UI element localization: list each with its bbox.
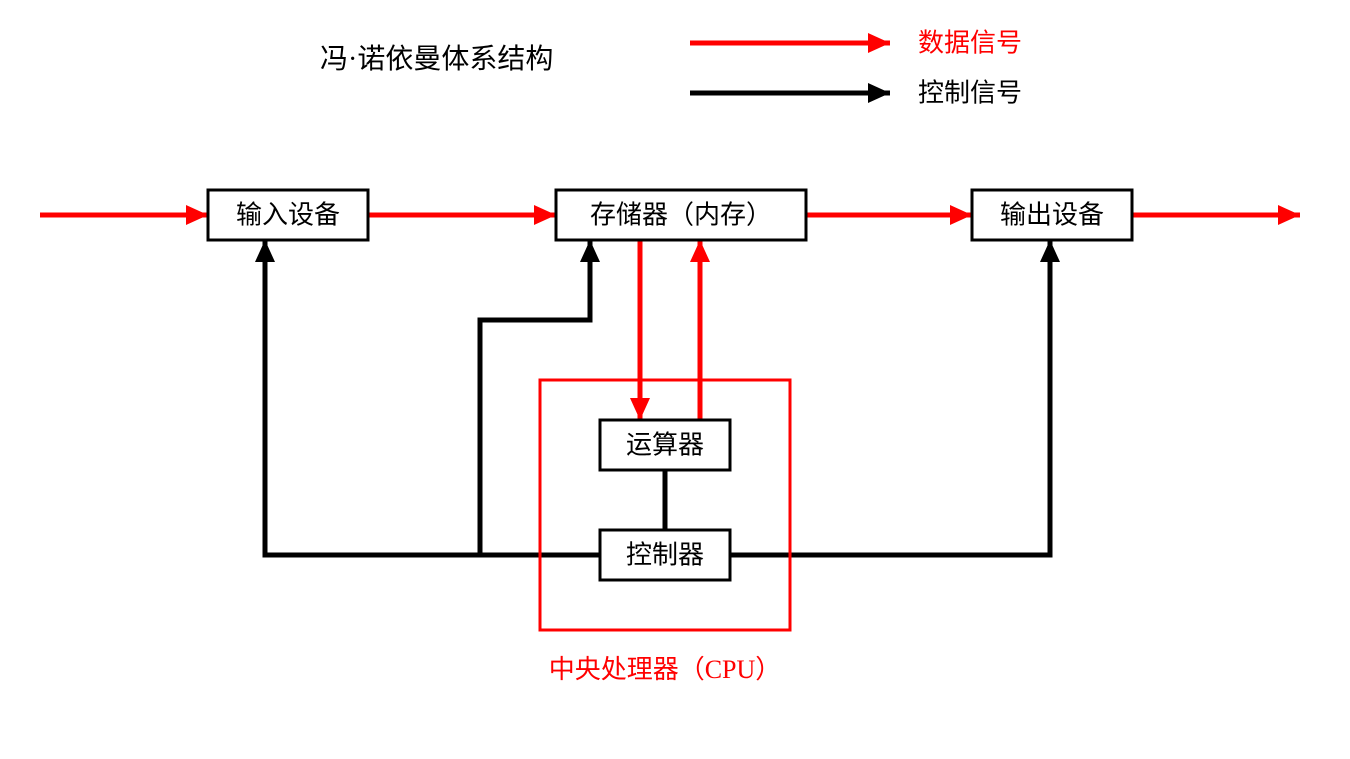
legend-control-label: 控制信号 [918,79,1022,108]
diagram-title: 冯·诺依曼体系结构 [320,43,553,75]
input-to-memory [368,205,556,225]
box-input-label: 输入设备 [236,201,340,230]
legend-data-arrow [690,33,890,53]
box-ctrl-label: 控制器 [626,541,704,570]
box-input: 输入设备 [208,190,368,240]
in-to-input [40,205,208,225]
box-memory-label: 存储器（内存） [590,201,772,230]
output-to-out [1132,205,1300,225]
alu-to-memory [690,240,710,420]
memory-to-alu [630,240,650,420]
cpu-label: 中央处理器（CPU） [549,655,782,684]
box-output: 输出设备 [972,190,1132,240]
box-alu-label: 运算器 [626,431,704,460]
legend-data-label: 数据信号 [918,29,1022,58]
ctrl-to-output [730,240,1060,555]
box-alu: 运算器 [600,420,730,470]
ctrl-to-input [255,240,600,555]
box-memory: 存储器（内存） [556,190,806,240]
box-ctrl: 控制器 [600,530,730,580]
memory-to-output [806,205,972,225]
legend-control-arrow [690,83,890,103]
box-output-label: 输出设备 [1000,201,1104,230]
